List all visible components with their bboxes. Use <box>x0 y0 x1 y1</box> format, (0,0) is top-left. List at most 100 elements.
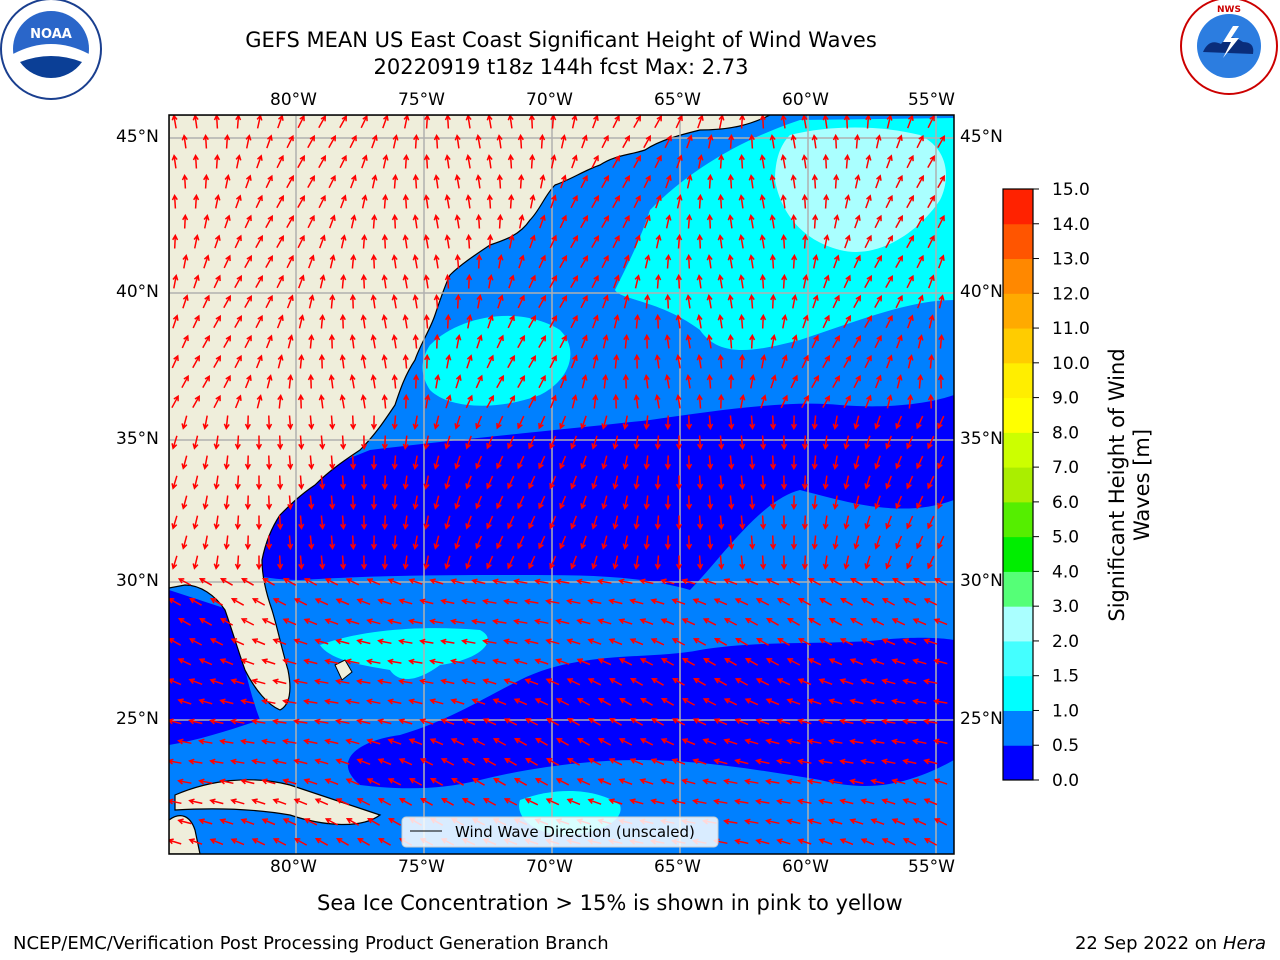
wind-arrow <box>219 698 234 705</box>
wind-arrow <box>566 678 581 686</box>
wind-arrow <box>398 638 413 645</box>
wind-arrow <box>728 455 735 471</box>
wind-arrow <box>454 415 461 430</box>
wind-arrow <box>560 174 567 189</box>
wind-arrow <box>597 778 612 786</box>
wind-arrow <box>465 233 472 249</box>
wind-arrow <box>849 738 864 745</box>
wind-arrow <box>577 738 590 746</box>
wind-arrow <box>633 115 641 128</box>
wind-arrow <box>429 578 444 585</box>
wind-arrow <box>545 798 560 806</box>
wind-arrow <box>881 758 896 765</box>
wind-arrow <box>681 578 696 585</box>
wind-arrow <box>853 294 861 309</box>
wind-arrow <box>822 475 829 490</box>
wind-arrow <box>433 254 440 269</box>
wind-arrow <box>570 555 578 570</box>
wind-arrow <box>881 678 896 685</box>
wind-arrow <box>696 233 703 249</box>
wind-arrow <box>874 495 881 510</box>
wind-arrow <box>202 334 210 349</box>
wind-arrow <box>472 778 485 786</box>
colorbar-tick-label: 5.0 <box>1052 528 1079 548</box>
wind-arrow <box>234 435 241 451</box>
wind-arrow <box>329 455 336 471</box>
wind-arrow <box>360 115 368 129</box>
wind-arrow <box>314 678 329 685</box>
wind-arrow <box>833 214 840 229</box>
wind-arrow <box>471 618 486 625</box>
wind-arrow <box>660 778 675 785</box>
wind-arrow <box>181 455 188 470</box>
legend-label: Wind Wave Direction (unscaled) <box>455 823 695 841</box>
wind-arrow <box>902 718 917 725</box>
wind-arrow <box>524 798 539 806</box>
wind-arrow <box>534 658 549 665</box>
wind-arrow <box>172 233 179 249</box>
wind-arrow <box>524 598 539 605</box>
wind-arrow <box>602 334 609 349</box>
wind-arrow <box>255 555 263 571</box>
wind-arrow <box>517 415 525 430</box>
wind-arrow <box>622 174 630 189</box>
wind-arrow <box>349 334 356 349</box>
wind-arrow <box>266 455 273 471</box>
wave-field-low-band <box>200 395 954 590</box>
wind-arrow <box>811 415 818 431</box>
wind-arrow <box>723 778 738 785</box>
wind-arrow <box>266 374 273 389</box>
wind-arrow <box>802 274 809 289</box>
wind-arrow <box>602 373 609 389</box>
wind-arrow <box>508 234 515 249</box>
wind-arrow <box>874 334 882 349</box>
wind-arrow <box>408 698 423 705</box>
wind-arrow <box>608 798 623 805</box>
wind-arrow <box>171 154 178 169</box>
wind-arrow <box>261 778 276 785</box>
wind-arrow <box>277 475 284 491</box>
wind-arrow <box>916 134 924 149</box>
wind-arrow <box>891 818 906 826</box>
wind-arrow <box>770 495 777 511</box>
wind-arrow <box>654 555 661 571</box>
wind-arrow <box>780 394 788 409</box>
wind-arrow <box>802 233 809 249</box>
wind-arrow <box>251 678 266 685</box>
wind-arrow <box>230 598 245 606</box>
wind-arrow <box>440 678 455 685</box>
wind-arrow <box>507 314 515 329</box>
wind-arrow <box>597 578 612 585</box>
wind-arrow <box>759 273 766 289</box>
wind-arrow <box>581 134 588 149</box>
wind-arrow <box>387 738 402 745</box>
wind-arrow <box>345 618 360 625</box>
wind-arrow <box>240 738 255 745</box>
wind-arrow <box>874 374 882 389</box>
wind-arrow <box>885 475 893 490</box>
wind-arrow <box>927 194 935 209</box>
wind-arrow <box>844 194 851 209</box>
wind-arrow <box>681 698 696 706</box>
wind-arrow <box>713 598 728 606</box>
wind-arrow <box>466 354 473 369</box>
wind-arrow <box>391 495 398 511</box>
wind-arrow <box>298 435 305 451</box>
wind-arrow <box>286 294 294 309</box>
wind-arrow <box>713 798 728 805</box>
wind-arrow <box>424 394 431 409</box>
wind-arrow <box>169 718 182 725</box>
wind-arrow <box>874 455 881 470</box>
wind-arrow <box>272 838 287 846</box>
wind-arrow <box>172 274 179 289</box>
wind-arrow <box>755 758 770 765</box>
wind-arrow <box>713 638 728 646</box>
wind-arrow <box>664 374 671 389</box>
wind-arrow <box>381 354 388 369</box>
wind-arrow <box>770 455 777 471</box>
wind-arrow <box>234 315 242 328</box>
wind-arrow <box>277 555 284 571</box>
wind-arrow <box>486 394 494 409</box>
wind-arrow <box>392 134 399 149</box>
wind-arrow <box>513 698 528 706</box>
